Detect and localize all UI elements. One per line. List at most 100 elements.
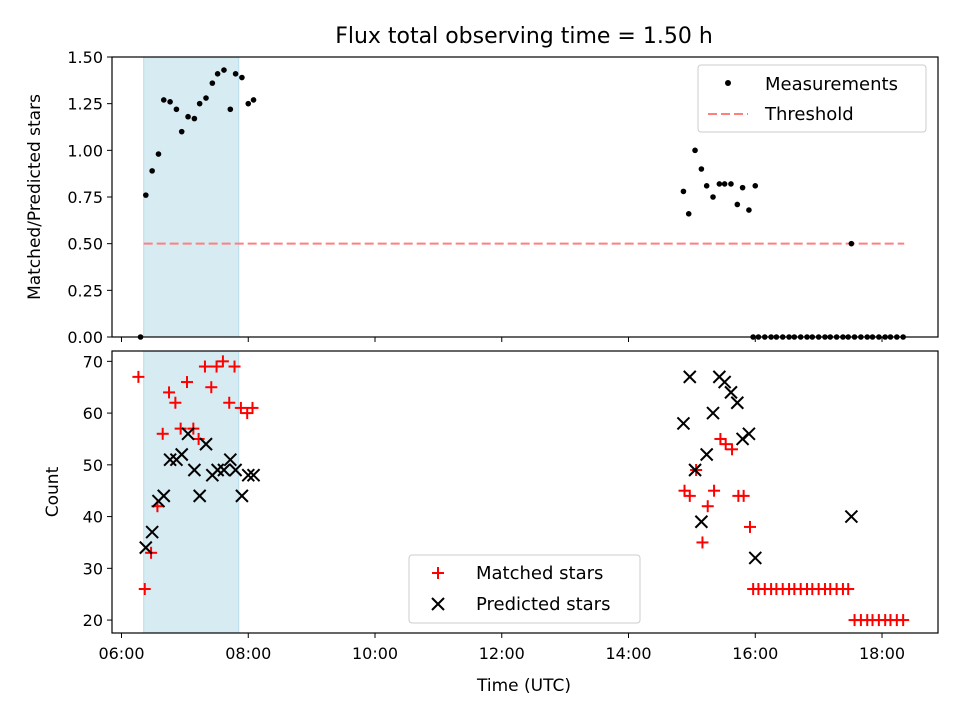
measurement-point	[232, 71, 239, 77]
x-tick-label: 16:00	[732, 644, 778, 663]
matched-star-point	[205, 381, 218, 394]
measurement-point	[703, 183, 710, 189]
legend-measurements-label: Measurements	[765, 74, 898, 95]
predicted-star-point	[688, 463, 702, 477]
cross-stroke	[217, 463, 231, 477]
matched-star-point	[228, 360, 241, 373]
legend-threshold-label: Threshold	[764, 104, 854, 125]
measurement-point	[167, 99, 173, 105]
matched-star-point	[216, 355, 229, 368]
predicted-star-point	[235, 489, 249, 503]
matched-star-point	[743, 520, 756, 533]
measurement-point	[698, 166, 705, 172]
matched-star-point	[223, 396, 236, 409]
cross-stroke	[241, 468, 255, 482]
ratio-x-ticks	[121, 337, 883, 342]
cross-stroke	[163, 452, 177, 467]
measurement-point	[221, 67, 227, 73]
predicted-star-point	[730, 396, 745, 410]
count-panel: 20 30 40 50 60 70 06:00 08:00 10:00 12:00 14:00 16…	[43, 350, 939, 696]
measurement-point	[178, 128, 185, 135]
cross-stroke	[139, 540, 153, 555]
measurement-point	[716, 181, 723, 187]
predicted-star-point	[199, 437, 213, 451]
cross-stroke	[742, 427, 756, 441]
x-tick-label: 14:00	[605, 644, 651, 663]
count-plot-frame	[111, 350, 939, 634]
matched-star-point	[156, 427, 169, 440]
cross-stroke	[688, 463, 702, 477]
measurement-point	[734, 201, 741, 208]
predicted-star-point	[187, 463, 202, 477]
matched-star-point	[708, 484, 721, 497]
predicted-star-point	[683, 370, 697, 384]
count-x-ticks: 06:00 08:00 10:00 12:00 14:00 16:00 18:00	[98, 633, 905, 663]
matched-star-point	[714, 432, 727, 445]
measurement-point	[239, 74, 245, 81]
measurement-point	[191, 115, 198, 122]
predicted-star-point	[210, 463, 225, 477]
predicted-star-point	[706, 406, 720, 420]
x-tick-label: 18:00	[859, 644, 905, 663]
cross-stroke	[730, 396, 745, 410]
matched-star-point	[897, 614, 910, 627]
legend-predicted-marker	[431, 597, 445, 611]
predicted-star-point	[694, 515, 709, 529]
matched-star-point	[174, 422, 187, 435]
cross-stroke	[683, 370, 697, 384]
count-y-axis-label: Count	[43, 466, 63, 517]
measurement-point	[203, 95, 209, 101]
y-tick-label: 60	[83, 404, 103, 423]
y-tick-label: 40	[83, 508, 103, 527]
predicted-star-point	[844, 509, 859, 524]
x-tick-label: 12:00	[479, 644, 525, 663]
predicted-star-point	[223, 452, 238, 467]
matched-star-point	[701, 500, 714, 513]
count-y-ticks: 20 30 40 50 60 70	[83, 352, 112, 630]
predicted-star-point	[241, 468, 255, 482]
predicted-star-point	[192, 489, 207, 503]
matched-star-point	[234, 401, 247, 414]
matched-star-points	[132, 355, 910, 627]
measurement-point	[746, 207, 752, 213]
cross-stroke	[157, 489, 171, 503]
predicted-star-point	[163, 452, 177, 467]
y-tick-label: 0.25	[67, 281, 103, 300]
predicted-star-point	[228, 463, 243, 477]
measurement-point	[685, 211, 692, 217]
predicted-star-point	[724, 385, 738, 400]
cross-stroke	[223, 452, 238, 467]
cross-stroke	[724, 385, 738, 400]
measurement-point	[692, 147, 698, 154]
cross-stroke	[748, 551, 762, 565]
matched-star-point	[180, 376, 193, 389]
ratio-legend-box	[697, 64, 927, 133]
matched-star-point	[132, 370, 145, 383]
figure-title: Flux total observing time = 1.50 h	[335, 24, 713, 49]
cross-stroke	[676, 416, 691, 431]
cross-stroke	[145, 525, 159, 539]
cross-stroke	[706, 406, 720, 420]
matched-star-point	[169, 396, 182, 409]
y-tick-label: 0.50	[67, 235, 103, 254]
cross-stroke	[210, 463, 225, 477]
cross-stroke	[699, 447, 714, 462]
ratio-legend: Measurements Threshold	[697, 64, 927, 133]
y-tick-label: 30	[83, 559, 103, 578]
y-tick-label: 70	[83, 352, 103, 371]
predicted-star-point	[676, 416, 691, 431]
ratio-panel: 0.00 0.25 0.50 0.75 1.00 1.25 1.50 Matched/Pre…	[25, 48, 939, 347]
measurement-point	[680, 188, 687, 195]
y-tick-label: 1.00	[67, 141, 103, 160]
x-tick-label: 10:00	[352, 644, 398, 663]
matched-star-point	[726, 443, 739, 456]
predicted-star-points	[139, 370, 859, 565]
cross-stroke	[228, 463, 243, 477]
matched-star-point	[241, 407, 254, 420]
x-axis-label: Time (UTC)	[476, 676, 571, 696]
cross-stroke	[246, 468, 261, 482]
measurement-point	[143, 192, 149, 198]
ratio-y-axis-label: Matched/Predicted stars	[25, 94, 45, 300]
matched-star-point	[842, 583, 855, 596]
